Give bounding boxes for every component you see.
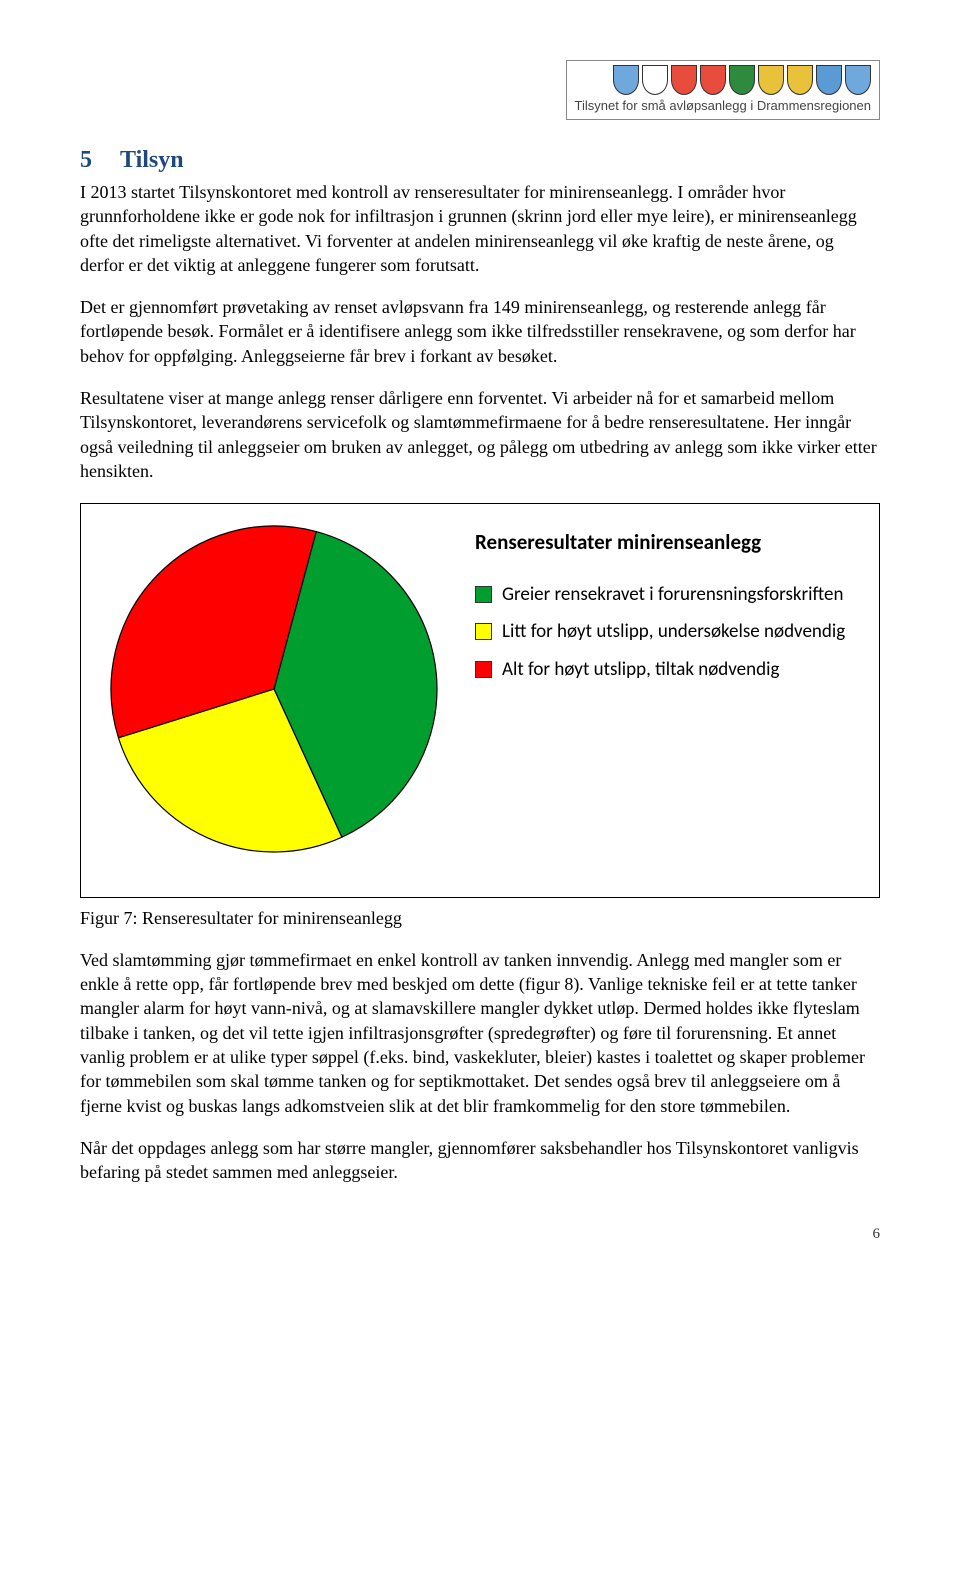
paragraph-1: I 2013 startet Tilsynskontoret med kontr… <box>80 180 880 277</box>
legend-item: Litt for høyt utslipp, undersøkelse nødv… <box>475 620 851 644</box>
legend-item: Alt for høyt utslipp, tiltak nødvendig <box>475 658 851 682</box>
shield-icon <box>729 65 755 95</box>
legend-swatch <box>475 586 492 603</box>
legend-label: Alt for høyt utslipp, tiltak nødvendig <box>502 658 779 682</box>
page-number: 6 <box>80 1224 880 1244</box>
chart-title: Renseresultater minirenseanlegg <box>475 528 851 556</box>
logo-caption: Tilsynet for små avløpsanlegg i Drammens… <box>575 97 871 115</box>
shield-icon <box>787 65 813 95</box>
shield-icon <box>758 65 784 95</box>
paragraph-4: Ved slamtømming gjør tømmefirmaet en enk… <box>80 948 880 1118</box>
section-number: 5 <box>80 144 120 176</box>
figure-caption: Figur 7: Renseresultater for minirensean… <box>80 906 880 930</box>
section-title: Tilsyn <box>120 147 184 173</box>
shield-icon <box>642 65 668 95</box>
shield-icon <box>816 65 842 95</box>
header-logo-region: Tilsynet for små avløpsanlegg i Drammens… <box>80 60 880 120</box>
shield-icon <box>671 65 697 95</box>
legend-swatch <box>475 661 492 678</box>
paragraph-3: Resultatene viser at mange anlegg renser… <box>80 386 880 483</box>
logo-box: Tilsynet for små avløpsanlegg i Drammens… <box>566 60 880 120</box>
pie-chart-figure: Renseresultater minirenseanlegg Greier r… <box>80 503 880 897</box>
legend-label: Greier rensekravet i forurensningsforskr… <box>502 583 843 607</box>
shield-icon <box>613 65 639 95</box>
shields-row <box>613 65 871 95</box>
legend-item: Greier rensekravet i forurensningsforskr… <box>475 583 851 607</box>
legend-swatch <box>475 623 492 640</box>
paragraph-2: Det er gjennomført prøvetaking av renset… <box>80 295 880 368</box>
legend-label: Litt for høyt utslipp, undersøkelse nødv… <box>502 620 845 644</box>
shield-icon <box>845 65 871 95</box>
chart-legend-region: Renseresultater minirenseanlegg Greier r… <box>475 524 851 696</box>
pie-chart <box>109 524 439 860</box>
shield-icon <box>700 65 726 95</box>
paragraph-5: Når det oppdages anlegg som har større m… <box>80 1136 880 1185</box>
chart-legend: Greier rensekravet i forurensningsforskr… <box>475 583 851 682</box>
section-heading: 5Tilsyn <box>80 144 880 176</box>
